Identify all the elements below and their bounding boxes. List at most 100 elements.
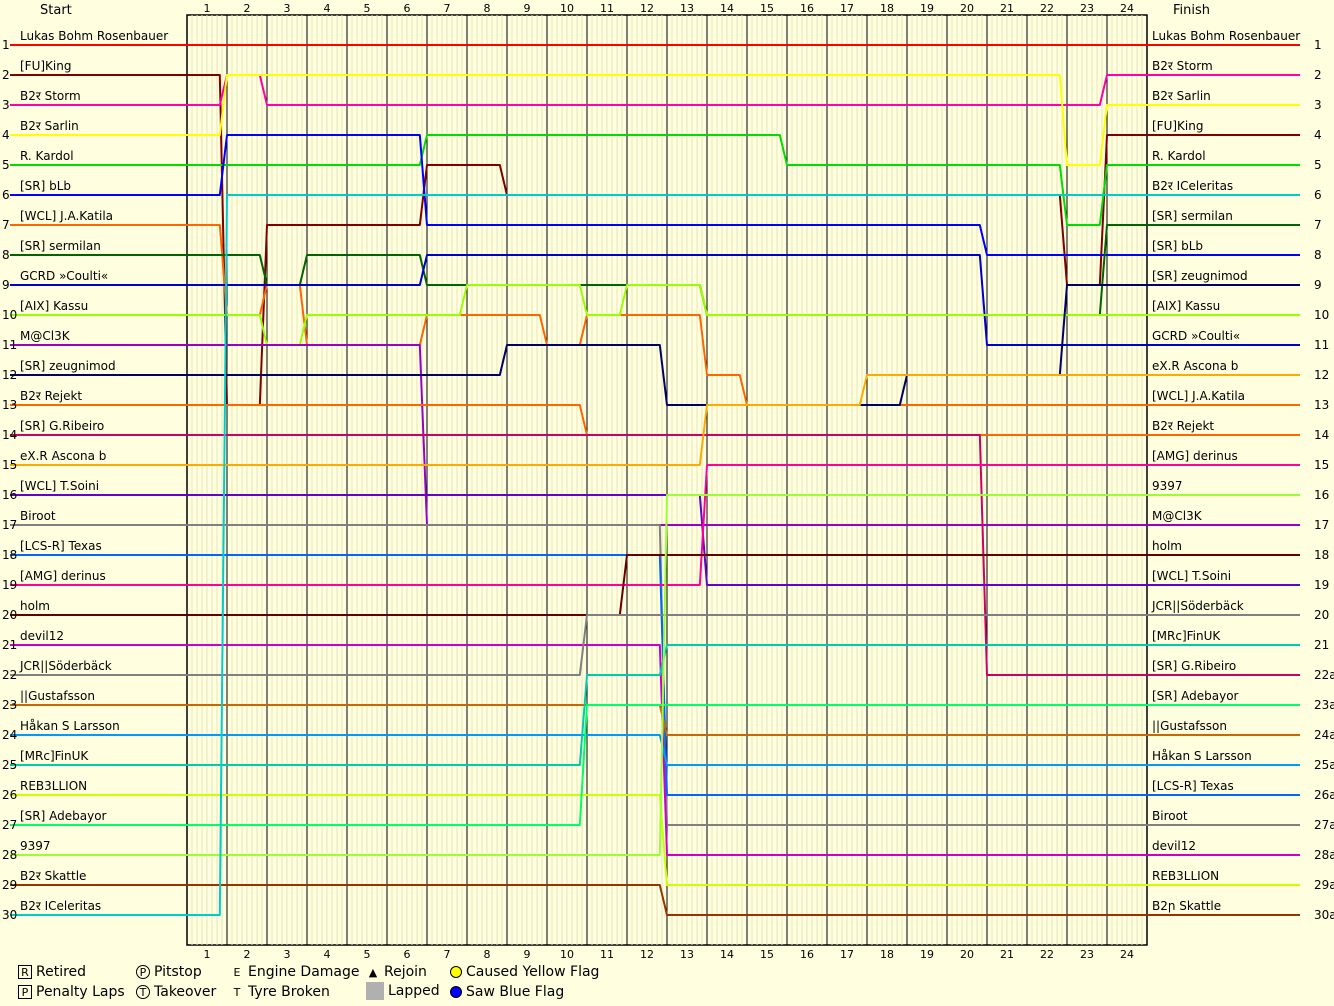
lap-tick-bottom: 19 (920, 948, 934, 960)
lap-tick-top: 16 (800, 2, 814, 15)
start-driver-label: B2र ICeleritas (20, 899, 101, 913)
finish-driver-label: B2र Sarlin (1152, 89, 1211, 103)
start-driver-label: [WCL] T.Soini (20, 479, 99, 493)
series-line (10, 884, 1300, 916)
legend-penalty: P Penalty Laps (18, 984, 125, 1000)
finish-position-number: 17 (1314, 518, 1329, 532)
finish-position-number: 12 (1314, 368, 1329, 382)
series-line (10, 734, 1300, 766)
lap-tick-top: 18 (880, 2, 894, 15)
start-driver-label: [SR] Adebayor (20, 809, 107, 823)
start-position-number: 16 (2, 488, 17, 502)
finish-position-number: 27a (1314, 818, 1334, 832)
start-position-number: 18 (2, 548, 17, 562)
lap-tick-bottom: 21 (1000, 948, 1014, 960)
start-position-number: 30 (2, 908, 17, 922)
lap-tick-top: 3 (284, 2, 291, 15)
lap-tick-top: 4 (324, 2, 331, 15)
finish-position-number: 6 (1314, 188, 1322, 202)
legend-blue: Saw Blue Flag (450, 984, 564, 1000)
finish-driver-label: [WCL] J.A.Katila (1152, 389, 1245, 403)
series-line (10, 554, 1300, 616)
series-line (10, 494, 1300, 856)
start-position-number: 29 (2, 878, 17, 892)
start-position-number: 5 (2, 158, 10, 172)
lap-tick-top: 1 (204, 2, 211, 15)
start-driver-label: B2र Sarlin (20, 119, 79, 133)
series-line (10, 704, 1300, 736)
finish-driver-label: B2र Rejekt (1152, 419, 1214, 433)
series-line (10, 524, 1300, 826)
legend-rejoin: ▲ Rejoin (366, 964, 427, 980)
legend-blue-label: Saw Blue Flag (466, 984, 565, 1000)
start-driver-label: [LCS-R] Texas (20, 539, 102, 553)
legend-takeover: T Takeover (136, 984, 216, 1000)
finish-driver-label: B2र Storm (1152, 59, 1213, 73)
series-line (10, 194, 1300, 916)
lap-tick-bottom: 7 (444, 948, 451, 960)
lap-tick-bottom: 3 (284, 948, 291, 960)
start-driver-label: Biroot (20, 509, 56, 523)
finish-position-number: 1 (1314, 38, 1322, 52)
legend-engine-label: Engine Damage (248, 964, 360, 980)
finish-driver-label: R. Kardol (1152, 149, 1206, 163)
start-position-number: 12 (2, 368, 17, 382)
legend-lapped-label: Lapped (388, 983, 440, 999)
series-line (10, 74, 1300, 106)
finish-driver-label: eX.R Ascona b (1152, 359, 1238, 373)
finish-driver-label: [MRc]FinUK (1152, 629, 1221, 643)
start-position-number: 26 (2, 788, 17, 802)
legend-engine: E Engine Damage (230, 964, 360, 980)
series-line (10, 704, 1300, 826)
legend-tyre: T Tyre Broken (230, 984, 330, 1000)
series-line (10, 464, 1300, 586)
lap-ticks: 1122334455667788991010111112121313141415… (204, 2, 1135, 960)
lap-tick-top: 19 (920, 2, 934, 15)
start-position-number: 1 (2, 38, 10, 52)
finish-position-number: 5 (1314, 158, 1322, 172)
legend-pitstop: P Pitstop (136, 964, 202, 980)
finish-driver-label: [AIX] Kassu (1152, 299, 1220, 313)
start-driver-label: [SR] zeugnimod (20, 359, 116, 373)
lap-tick-bottom: 20 (960, 948, 974, 960)
finish-position-number: 26a (1314, 788, 1334, 802)
lap-tick-top: 21 (1000, 2, 1014, 15)
start-driver-label: Lukas Bohm Rosenbauer (20, 29, 168, 43)
start-driver-label: M@Cl3K (20, 329, 71, 343)
lap-tick-bottom: 4 (324, 948, 331, 960)
start-position-number: 15 (2, 458, 17, 472)
legend-retired: R Retired (18, 964, 86, 980)
start-position-number: 14 (2, 428, 17, 442)
series-line (10, 554, 1300, 796)
finish-driver-label: [SR] Adebayor (1152, 689, 1239, 703)
finish-position-number: 23a (1314, 698, 1334, 712)
legend-tyre-label: Tyre Broken (248, 984, 330, 1000)
start-position-number: 25 (2, 758, 17, 772)
lap-tick-top: 23 (1080, 2, 1094, 15)
lap-tick-bottom: 15 (760, 948, 774, 960)
finish-position-number: 7 (1314, 218, 1322, 232)
finish-position-number: 2 (1314, 68, 1322, 82)
lap-tick-top: 6 (404, 2, 411, 15)
legend-retired-label: Retired (36, 964, 87, 980)
finish-driver-label: holm (1152, 539, 1182, 553)
legend-rejoin-label: Rejoin (384, 964, 427, 980)
series-line (10, 134, 1300, 226)
finish-driver-label: [FU]King (1152, 119, 1203, 133)
series-line (10, 134, 1300, 256)
finish-driver-label: [WCL] T.Soini (1152, 569, 1231, 583)
lap-tick-top: 20 (960, 2, 974, 15)
start-driver-label: ||Gustafsson (20, 689, 95, 703)
lap-tick-top: 7 (444, 2, 451, 15)
finish-position-number: 29a (1314, 878, 1334, 892)
finish-driver-label: JCR||Söderbäck (1151, 599, 1244, 613)
series-line (10, 614, 1300, 676)
finish-driver-label: [SR] sermilan (1152, 209, 1233, 223)
finish-position-number: 20 (1314, 608, 1329, 622)
start-position-number: 24 (2, 728, 17, 742)
legend-yellow: Caused Yellow Flag (450, 964, 599, 980)
start-driver-label: GCRD »Coulti« (20, 269, 108, 283)
tyre-broken-icon: T (233, 985, 241, 999)
race-position-chart: 1 Lukas Bohm Rosenbauer 2 [FU]King 3 B2र Stor… (2, 2, 1334, 960)
lap-tick-bottom: 11 (600, 948, 614, 960)
